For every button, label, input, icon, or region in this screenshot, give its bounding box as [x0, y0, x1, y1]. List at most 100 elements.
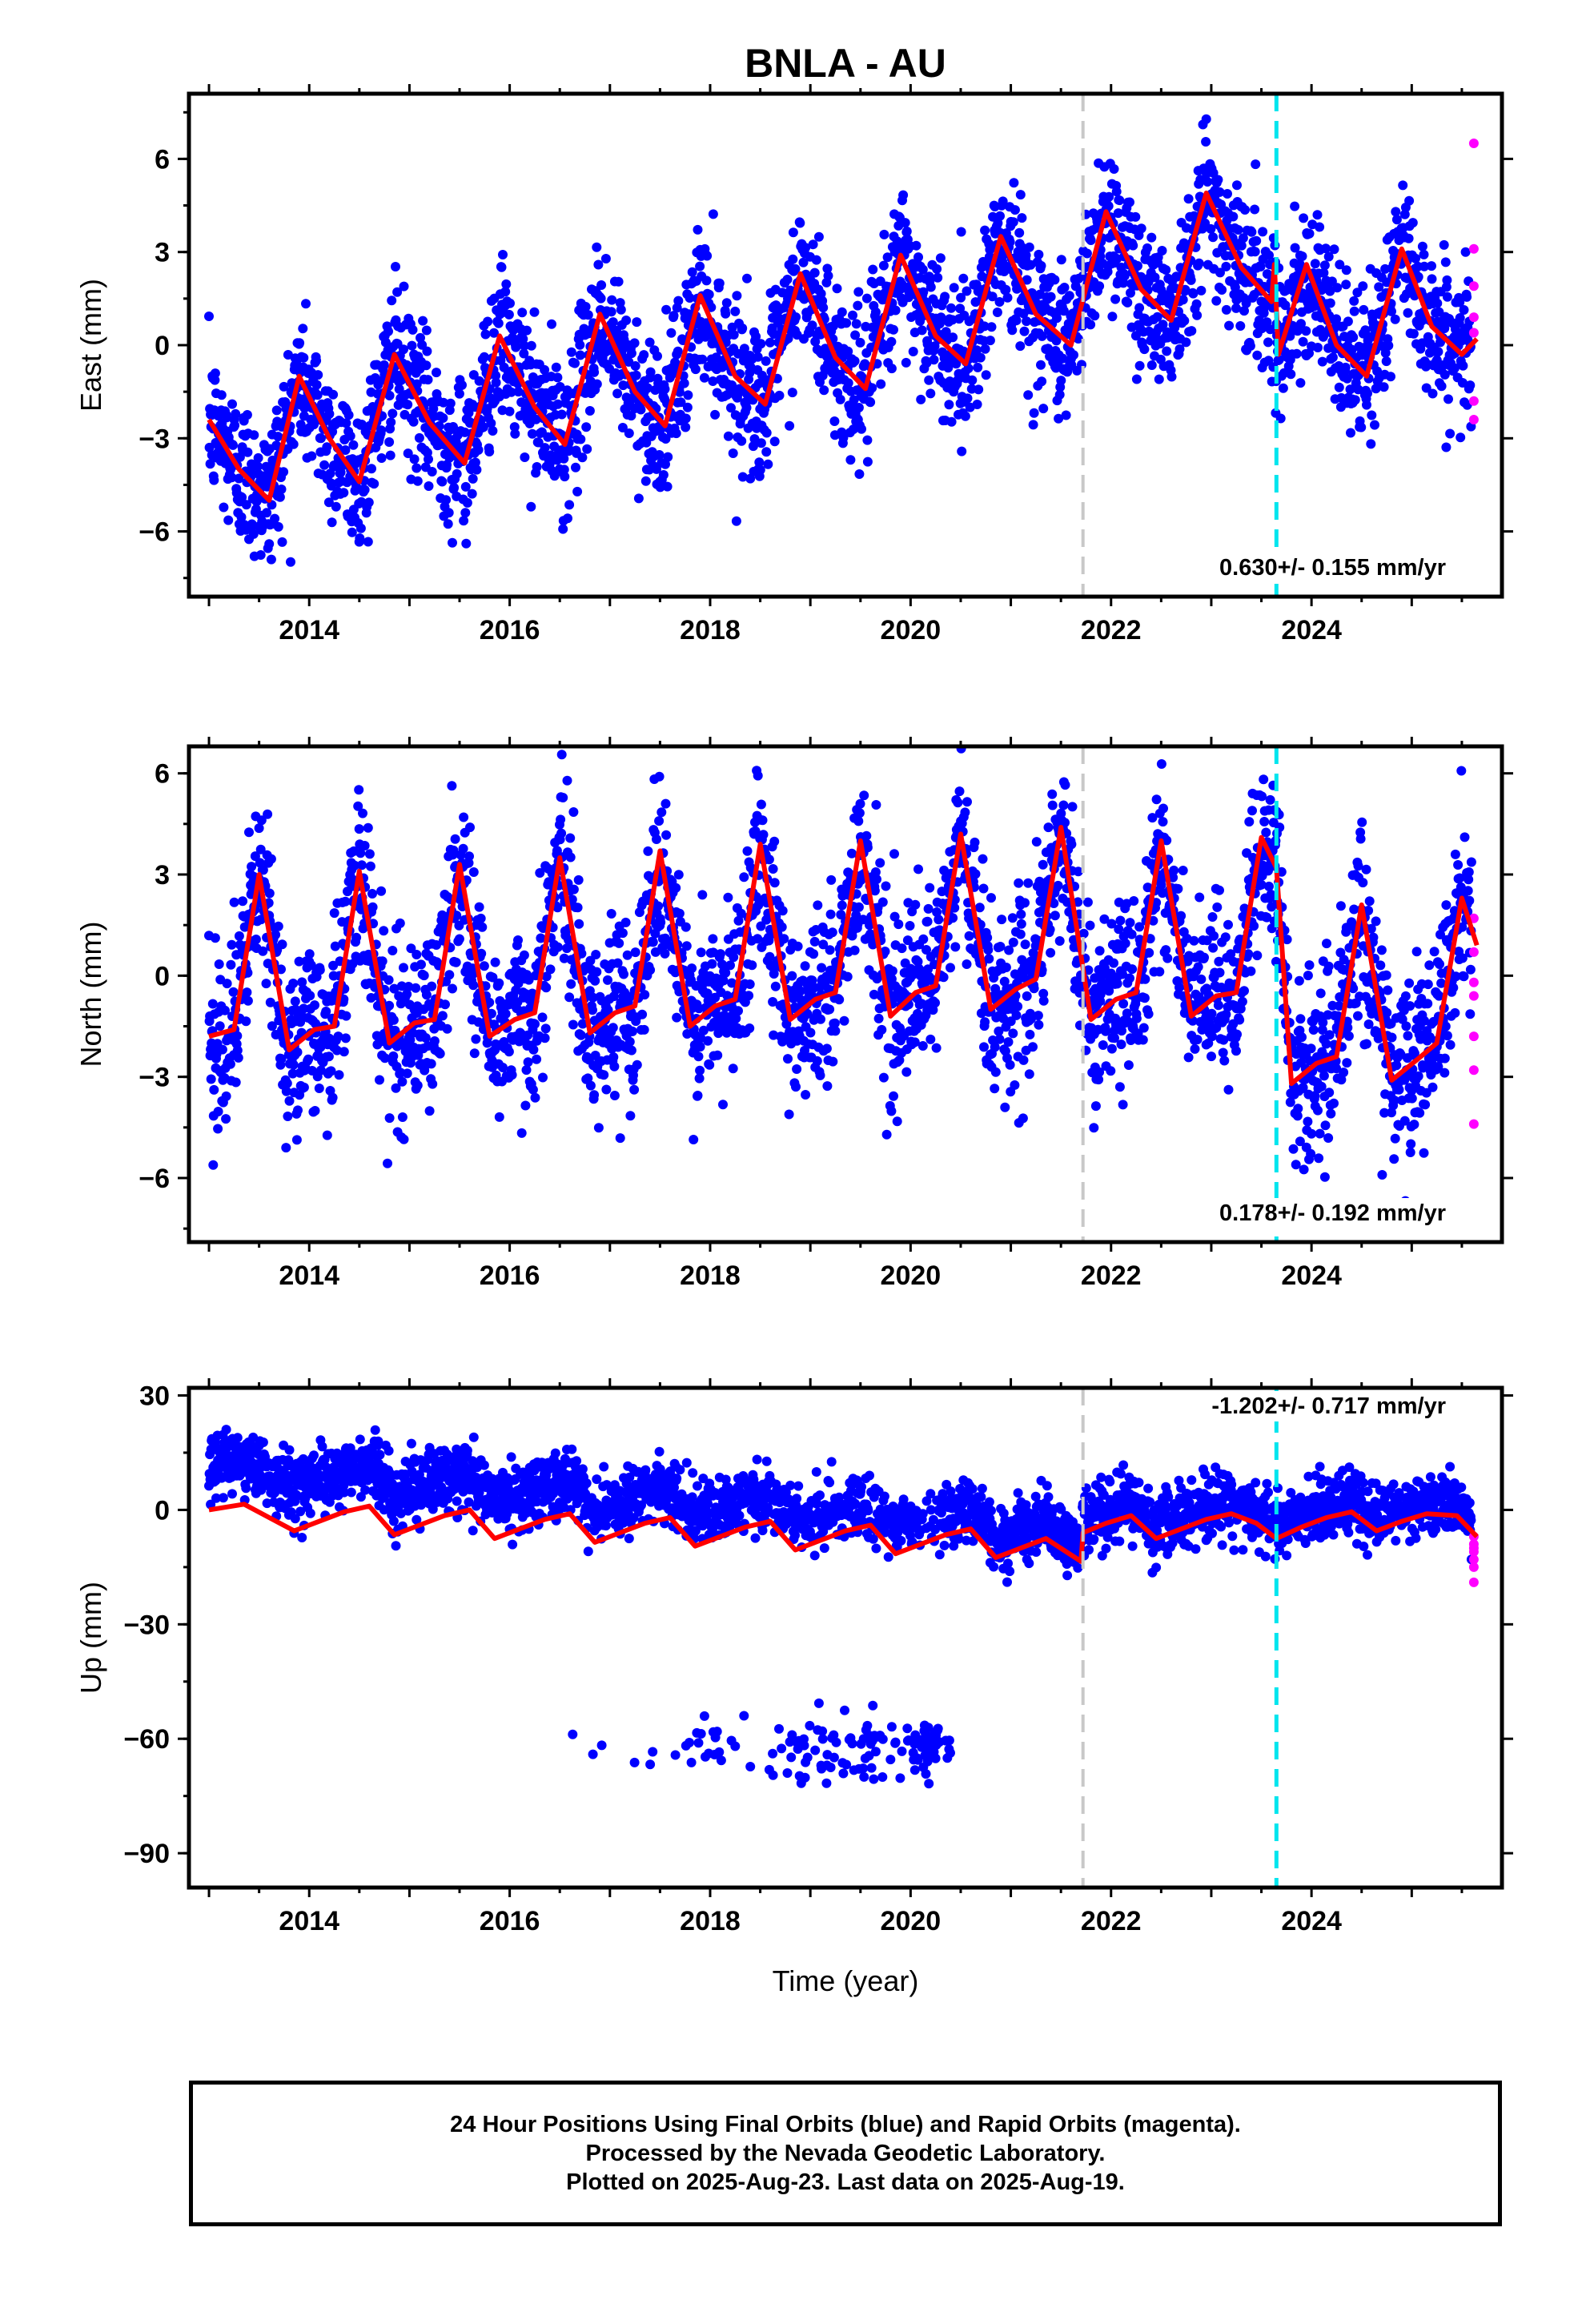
east-final-orbit-point	[1263, 337, 1273, 348]
east-final-orbit-point	[1285, 331, 1295, 341]
east-final-orbit-point	[432, 368, 441, 378]
east-final-orbit-point	[1390, 314, 1400, 324]
north-final-orbit-point	[530, 1092, 540, 1103]
north-final-orbit-point	[693, 1051, 704, 1062]
north-final-orbit-point	[954, 786, 965, 797]
east-final-orbit-point	[355, 630, 365, 640]
north-final-orbit-point	[918, 934, 929, 944]
east-final-orbit-point	[640, 476, 651, 486]
north-final-orbit-point	[871, 800, 881, 810]
north-final-orbit-point	[442, 1023, 452, 1034]
east-final-orbit-point	[1348, 332, 1359, 343]
north-final-orbit-point	[251, 935, 261, 944]
east-x-tick-label: 2022	[1081, 615, 1142, 645]
east-final-orbit-point	[1208, 232, 1219, 243]
east-final-orbit-point	[1073, 334, 1083, 344]
north-final-orbit-point	[800, 961, 810, 971]
east-final-orbit-point	[1024, 242, 1034, 252]
east-final-orbit-point	[1146, 232, 1157, 243]
east-final-orbit-point	[1180, 284, 1191, 295]
north-final-orbit-point	[756, 799, 766, 810]
east-final-orbit-point	[876, 379, 886, 389]
north-final-orbit-point	[750, 826, 761, 836]
north-final-orbit-point	[432, 940, 441, 950]
north-final-orbit-point	[839, 1015, 849, 1026]
east-final-orbit-point	[823, 271, 833, 281]
east-final-orbit-point	[288, 439, 299, 449]
east-y-tick-label: −3	[139, 424, 170, 454]
east-final-orbit-point	[1241, 298, 1251, 308]
east-final-orbit-point	[702, 251, 713, 261]
east-final-orbit-point	[690, 364, 701, 375]
north-final-orbit-point	[331, 1045, 342, 1055]
north-final-orbit-point	[817, 963, 827, 973]
east-final-orbit-point	[799, 294, 809, 304]
east-final-orbit-point	[526, 340, 536, 351]
east-final-orbit-point	[423, 375, 433, 385]
east-final-orbit-point	[1250, 247, 1260, 257]
north-final-orbit-point	[990, 1042, 1000, 1052]
east-final-orbit-point	[421, 360, 432, 371]
east-final-orbit-point	[1110, 294, 1121, 304]
north-final-orbit-point	[998, 1013, 1009, 1023]
east-final-orbit-point	[1439, 239, 1449, 250]
north-final-orbit-point	[829, 1018, 840, 1028]
north-final-orbit-point	[921, 945, 931, 955]
north-final-orbit-point	[769, 1030, 779, 1040]
east-final-orbit-point	[1188, 288, 1199, 299]
north-final-orbit-point	[893, 919, 904, 930]
north-final-orbit-point	[654, 816, 665, 826]
east-final-orbit-point	[506, 387, 516, 397]
north-final-orbit-point	[577, 1019, 588, 1029]
east-final-orbit-point	[1189, 211, 1199, 221]
north-final-orbit-point	[901, 1067, 912, 1077]
north-final-orbit-point	[870, 867, 881, 877]
east-final-orbit-point	[1015, 190, 1026, 200]
east-final-orbit-point	[540, 443, 550, 453]
east-final-orbit-point	[522, 325, 532, 336]
east-final-orbit-point	[540, 364, 550, 375]
east-final-orbit-point	[788, 254, 798, 264]
east-x-tick-label: 2020	[881, 615, 942, 645]
east-final-orbit-point	[496, 262, 507, 272]
east-final-orbit-point	[1331, 314, 1342, 324]
north-final-orbit-point	[995, 942, 1006, 951]
east-final-orbit-point	[1094, 281, 1105, 292]
east-final-orbit-point	[408, 324, 418, 335]
north-final-orbit-point	[525, 1003, 536, 1013]
east-final-orbit-point	[1301, 326, 1311, 336]
east-final-orbit-point	[315, 433, 326, 444]
north-final-orbit-point	[765, 951, 775, 962]
north-final-orbit-point	[564, 992, 575, 1003]
north-final-orbit-point	[327, 1092, 338, 1103]
north-final-orbit-point	[229, 897, 239, 907]
east-final-orbit-point	[962, 286, 972, 296]
east-final-orbit-point	[1290, 243, 1300, 253]
east-final-orbit-point	[1022, 275, 1032, 285]
north-final-orbit-point	[479, 961, 489, 971]
north-final-orbit-point	[622, 950, 632, 960]
east-final-orbit-point	[1228, 211, 1239, 222]
north-final-orbit-point	[520, 1100, 531, 1111]
north-final-orbit-point	[881, 881, 891, 891]
east-final-orbit-point	[252, 495, 263, 505]
east-final-orbit-point	[1191, 299, 1202, 309]
east-final-orbit-point	[1465, 380, 1476, 391]
east-final-orbit-point	[1359, 304, 1369, 315]
east-rapid-orbit-point	[1468, 312, 1479, 323]
north-final-orbit-point	[639, 1024, 649, 1035]
east-final-orbit-point	[658, 470, 669, 480]
north-final-orbit-point	[426, 1059, 436, 1069]
east-final-orbit-point	[1310, 259, 1320, 269]
east-final-orbit-point	[917, 264, 928, 275]
east-final-orbit-point	[837, 307, 847, 317]
north-final-orbit-point	[425, 1001, 436, 1011]
north-final-orbit-point	[974, 903, 985, 913]
east-final-orbit-point	[1107, 312, 1118, 322]
east-final-orbit-point	[916, 394, 926, 404]
north-final-orbit-point	[718, 1100, 728, 1110]
east-final-orbit-point	[449, 483, 460, 493]
north-final-orbit-point	[323, 1051, 334, 1062]
north-final-orbit-point	[375, 1075, 384, 1085]
north-final-orbit-point	[490, 957, 500, 967]
